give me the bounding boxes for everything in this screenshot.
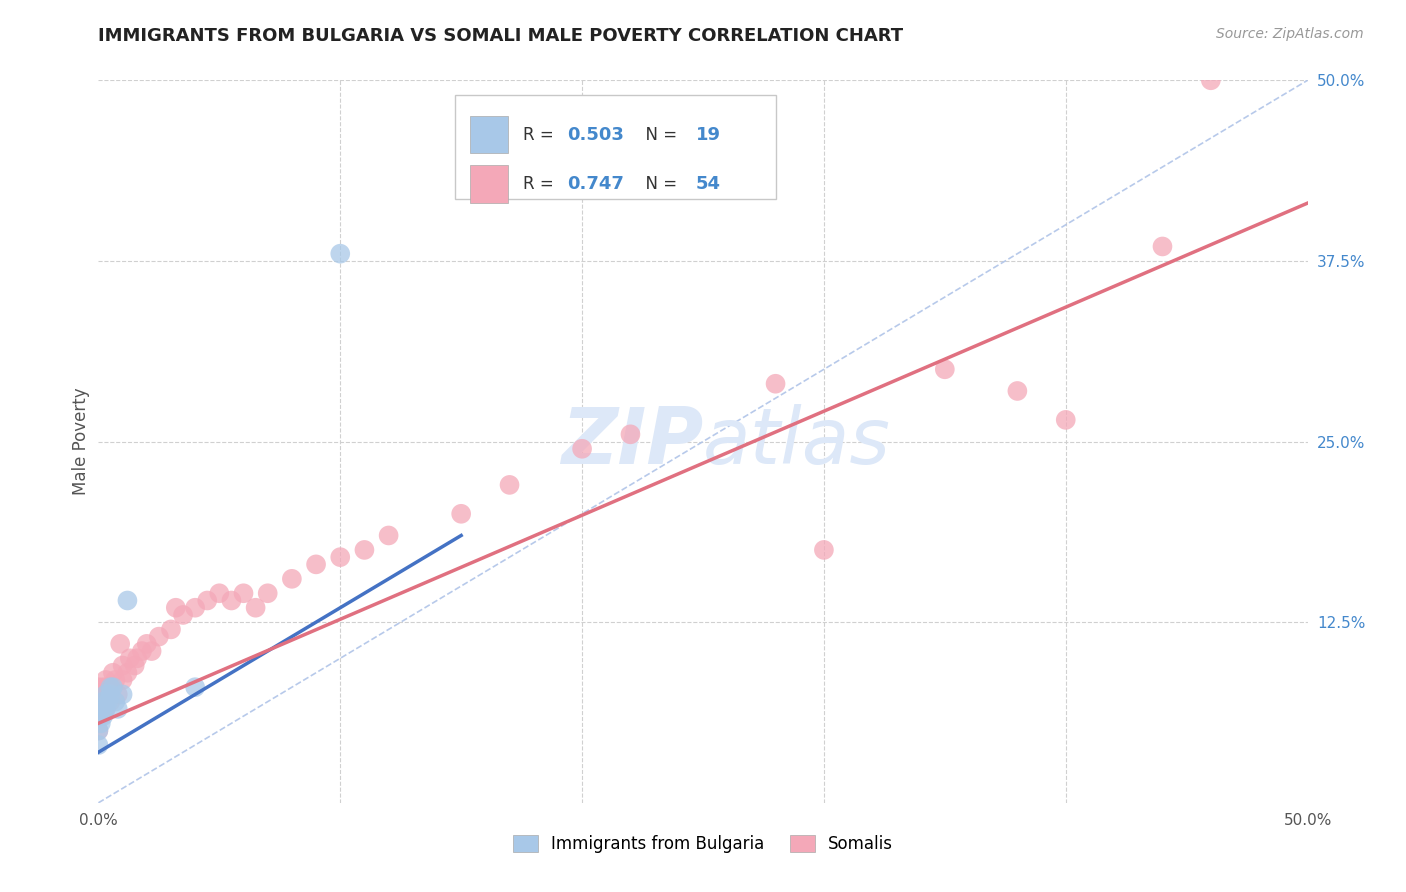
Point <box>87 709 110 723</box>
Point <box>135 637 157 651</box>
Point <box>94 687 117 701</box>
Point <box>100 695 122 709</box>
Point <box>87 738 110 752</box>
Text: atlas: atlas <box>703 403 891 480</box>
FancyBboxPatch shape <box>470 116 509 153</box>
Point <box>90 702 112 716</box>
Point <box>208 586 231 600</box>
Point <box>160 623 183 637</box>
Text: N =: N = <box>636 175 683 193</box>
Point <box>90 716 112 731</box>
Point <box>221 593 243 607</box>
FancyBboxPatch shape <box>470 165 509 202</box>
Text: 19: 19 <box>696 126 721 144</box>
Point <box>148 630 170 644</box>
Point <box>97 680 120 694</box>
Point <box>91 695 114 709</box>
Point <box>571 442 593 456</box>
Text: R =: R = <box>523 126 558 144</box>
Point <box>90 687 112 701</box>
Point <box>111 658 134 673</box>
Point <box>195 593 218 607</box>
Point <box>100 680 122 694</box>
Point <box>165 600 187 615</box>
Point <box>87 695 110 709</box>
Point <box>131 644 153 658</box>
Point <box>1007 384 1029 398</box>
Point <box>117 593 139 607</box>
Point <box>184 600 207 615</box>
Point <box>104 673 127 687</box>
Text: ZIP: ZIP <box>561 403 703 480</box>
Point <box>1054 413 1077 427</box>
Point <box>172 607 194 622</box>
Point <box>94 673 117 687</box>
Point <box>1152 239 1174 253</box>
Point <box>87 709 110 723</box>
Point <box>813 542 835 557</box>
Point <box>245 600 267 615</box>
Point <box>100 687 122 701</box>
Point <box>377 528 399 542</box>
Point <box>100 680 122 694</box>
Point <box>329 550 352 565</box>
Point <box>281 572 304 586</box>
Point <box>124 658 146 673</box>
Point <box>94 687 117 701</box>
Point <box>934 362 956 376</box>
Point <box>498 478 520 492</box>
Point <box>107 702 129 716</box>
Legend: Immigrants from Bulgaria, Somalis: Immigrants from Bulgaria, Somalis <box>506 828 900 860</box>
Point <box>94 702 117 716</box>
Point <box>619 427 641 442</box>
Point <box>111 687 134 701</box>
Text: 0.747: 0.747 <box>568 175 624 193</box>
Point <box>141 644 163 658</box>
Point <box>87 723 110 738</box>
Point <box>118 651 141 665</box>
Point <box>108 637 131 651</box>
Point <box>107 687 129 701</box>
Point <box>91 680 114 694</box>
Point <box>91 709 114 723</box>
Point <box>184 680 207 694</box>
Point <box>94 702 117 716</box>
Point <box>765 376 787 391</box>
Point <box>117 665 139 680</box>
FancyBboxPatch shape <box>456 95 776 200</box>
Text: IMMIGRANTS FROM BULGARIA VS SOMALI MALE POVERTY CORRELATION CHART: IMMIGRANTS FROM BULGARIA VS SOMALI MALE … <box>98 27 904 45</box>
Text: 0.503: 0.503 <box>568 126 624 144</box>
Point <box>104 695 127 709</box>
Point <box>91 695 114 709</box>
Point <box>87 723 110 738</box>
Text: 54: 54 <box>696 175 721 193</box>
Point <box>450 507 472 521</box>
Point <box>329 246 352 260</box>
Y-axis label: Male Poverty: Male Poverty <box>72 388 90 495</box>
Text: R =: R = <box>523 175 558 193</box>
Point <box>1199 73 1222 87</box>
Point <box>101 680 124 694</box>
Point <box>256 586 278 600</box>
Point <box>232 586 254 600</box>
Text: Source: ZipAtlas.com: Source: ZipAtlas.com <box>1216 27 1364 41</box>
Text: N =: N = <box>636 126 683 144</box>
Point <box>97 695 120 709</box>
Point <box>127 651 149 665</box>
Point <box>87 680 110 694</box>
Point <box>111 673 134 687</box>
Point <box>305 558 328 572</box>
Point <box>90 709 112 723</box>
Point <box>101 665 124 680</box>
Point <box>353 542 375 557</box>
